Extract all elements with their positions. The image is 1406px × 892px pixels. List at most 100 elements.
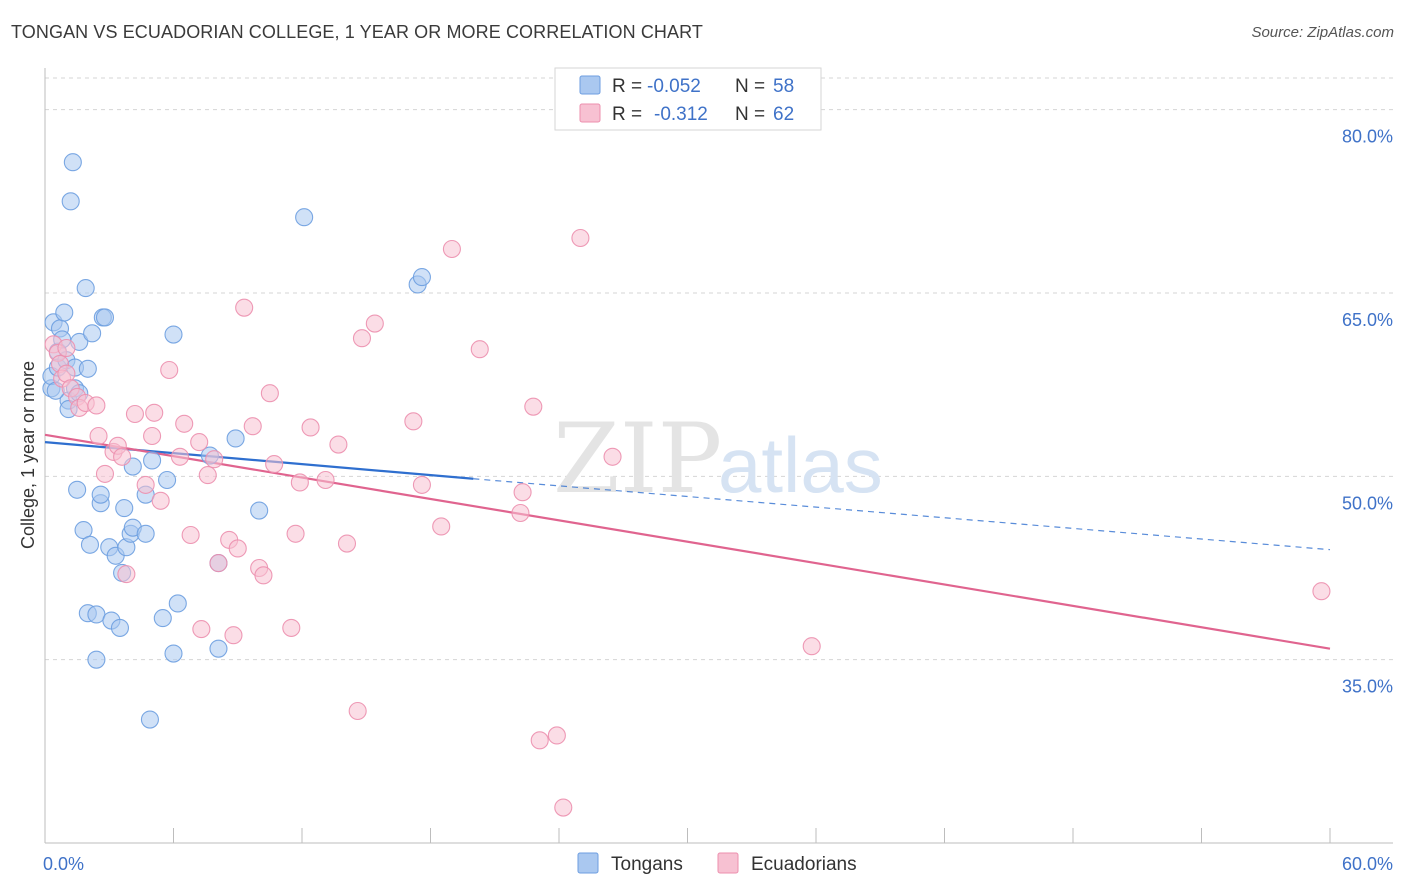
y-tick-label-3: 80.0% <box>1342 127 1393 147</box>
tongan-point-22 <box>80 535 100 554</box>
ecuadorian-point-59 <box>547 726 566 745</box>
ecuadorian-point-42 <box>290 473 309 492</box>
ecuadorian-point-23 <box>170 447 189 466</box>
tongan-point-29 <box>95 308 115 327</box>
legend-r-value-ecuadorians: -0.312 <box>654 104 708 125</box>
ecuadorian-point-18 <box>136 475 155 494</box>
ecuadorian-point-19 <box>143 426 162 446</box>
ecuadorian-point-12 <box>95 464 115 483</box>
ecuadorian-point-56 <box>513 483 532 502</box>
ecuadorian-point-53 <box>442 239 461 259</box>
ecuadorian-point-54 <box>470 340 489 359</box>
ecuadorian-point-48 <box>352 329 372 348</box>
tongan-point-11 <box>61 192 80 211</box>
ecuadorian-point-47 <box>348 701 367 721</box>
axes <box>44 68 1393 844</box>
y-axis-label: College, 1 year or more <box>18 361 38 549</box>
tongan-point-15 <box>68 480 87 499</box>
x-tick-label-0: 0.0% <box>43 854 84 874</box>
tongan-point-53 <box>250 501 269 520</box>
ecuadorian-point-63 <box>802 637 821 656</box>
ecuadorian-point-21 <box>151 491 170 510</box>
tongan-point-19 <box>76 279 95 298</box>
tongan-point-7 <box>55 303 74 322</box>
grid-lines <box>45 77 1393 661</box>
ecuadorian-point-50 <box>404 412 423 431</box>
tongan-point-23 <box>83 324 102 343</box>
tongan-point-27 <box>91 485 110 504</box>
ecuadorian-point-39 <box>265 455 284 474</box>
y-tick-label-1: 50.0% <box>1342 493 1393 513</box>
legend-n-label-1: N = <box>735 76 765 97</box>
ecuadorian-point-33 <box>228 539 247 558</box>
ecuadorian-point-32 <box>224 626 243 645</box>
ecuadorian-point-62 <box>603 447 622 466</box>
watermark-zip: ZIP <box>553 403 722 515</box>
ecuadorian-point-26 <box>190 433 209 452</box>
ecuadorian-point-5 <box>57 338 76 358</box>
legend-r-label-2: R = <box>612 104 642 125</box>
ecuadorian-point-60 <box>554 798 573 817</box>
ecuadorian-point-37 <box>254 566 273 585</box>
ecuadorian-point-40 <box>282 618 301 637</box>
tongan-point-48 <box>168 594 187 613</box>
tongan-point-33 <box>110 618 130 637</box>
ecuadorian-point-52 <box>432 517 451 536</box>
ecuadorian-point-15 <box>113 447 132 466</box>
legend-n-value-ecuadorians: 62 <box>773 104 794 125</box>
watermark: ZIP atlas <box>553 403 883 515</box>
ecuadorian-point-43 <box>301 418 320 437</box>
legend-n-value-tongans: 58 <box>773 76 794 97</box>
ecuadorian-point-11 <box>89 426 108 446</box>
ecuadorian-point-24 <box>175 414 194 433</box>
ecuadorian-point-64 <box>1312 582 1331 601</box>
ecuadorian-trend-line <box>44 433 1331 650</box>
tongan-point-51 <box>209 639 228 658</box>
x-tick-label-1: 60.0% <box>1342 854 1393 874</box>
ecuadorian-point-16 <box>117 565 136 584</box>
ecuadorian-point-61 <box>571 228 590 248</box>
bottom-legend-swatch-ecuadorians <box>717 852 739 874</box>
legend-box: R = -0.052 N = 58 R = -0.312 N = 62 <box>554 67 822 131</box>
bottom-legend: Tongans Ecuadorians <box>577 852 857 875</box>
legend-n-label-2: N = <box>735 104 765 125</box>
ecuadorian-point-46 <box>337 534 357 553</box>
tongan-point-52 <box>226 429 245 448</box>
tongan-point-56 <box>412 268 431 287</box>
legend-swatch-tongans <box>579 75 601 95</box>
ecuadorian-point-45 <box>329 435 348 454</box>
ecuadorian-point-57 <box>524 397 543 416</box>
tongan-point-25 <box>87 650 106 669</box>
tongan-point-12 <box>63 153 82 172</box>
tick-labels: 35.0% 50.0% 65.0% 80.0% 0.0% 60.0% <box>43 127 1393 874</box>
ecuadorian-point-29 <box>205 450 224 469</box>
y-tick-label-0: 35.0% <box>1342 677 1393 697</box>
ecuadorian-point-41 <box>286 524 305 543</box>
ecuadorian-point-49 <box>365 314 384 333</box>
tongan-point-35 <box>115 499 134 518</box>
ecuadorian-point-55 <box>511 503 530 523</box>
tongan-point-20 <box>78 359 97 378</box>
tongan-point-47 <box>164 644 183 663</box>
ecuadorian-point-51 <box>412 475 431 494</box>
tongan-point-54 <box>295 208 314 227</box>
ecuadorian-point-25 <box>181 525 200 545</box>
ecuadorian-point-34 <box>235 298 254 317</box>
ecuadorian-point-22 <box>160 360 179 380</box>
source-label: Source: ZipAtlas.com <box>1251 24 1394 41</box>
ecuadorian-point-38 <box>260 384 279 403</box>
ecuadorian-point-58 <box>530 731 549 750</box>
tongan-point-43 <box>143 451 162 470</box>
y-tick-label-2: 65.0% <box>1342 310 1393 330</box>
ecuadorian-point-30 <box>209 554 228 573</box>
chart-title: TONGAN VS ECUADORIAN COLLEGE, 1 YEAR OR … <box>11 22 704 42</box>
data-points <box>42 153 1331 817</box>
ecuadorian-point-44 <box>316 470 335 490</box>
tongan-point-41 <box>136 524 155 543</box>
legend-swatch-ecuadorians <box>579 103 601 123</box>
legend-r-value-tongans: -0.052 <box>647 76 701 97</box>
ecuadorian-point-20 <box>145 403 164 422</box>
tongan-point-46 <box>164 325 183 344</box>
bottom-legend-label-tongans: Tongans <box>611 854 683 875</box>
